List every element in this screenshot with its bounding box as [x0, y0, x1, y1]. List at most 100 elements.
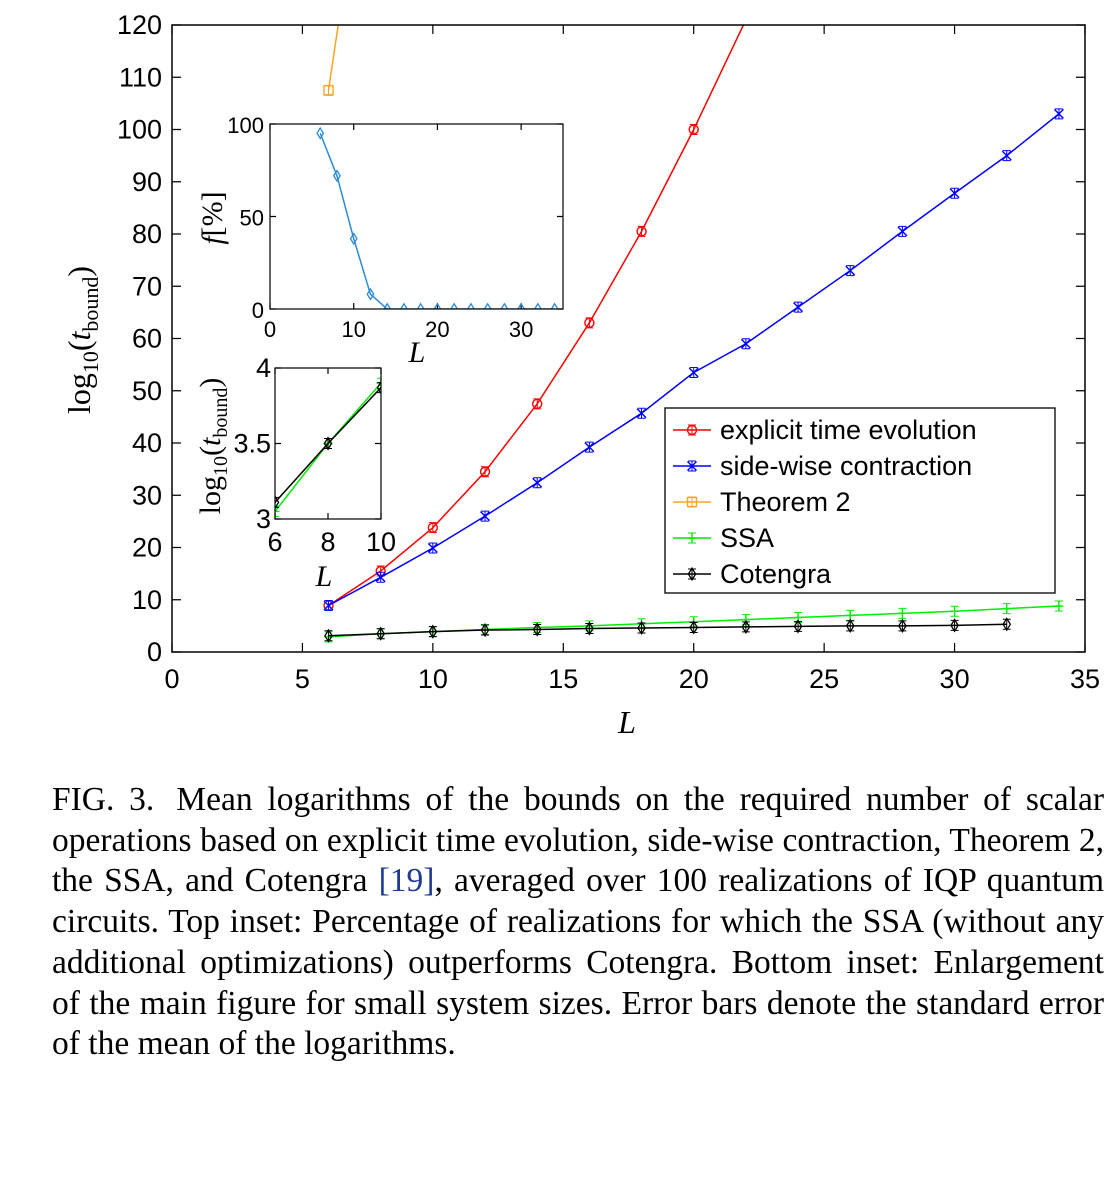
bottom-inset-x-tick-label-2: 10: [366, 527, 396, 557]
main-series-2-line: [327, 25, 339, 91]
citation-link[interactable]: [19]: [378, 862, 435, 900]
main-series-4-point-10: [845, 618, 855, 633]
top-inset-series-0-point-11: [500, 302, 509, 309]
main-series-1-point-5: [584, 442, 595, 453]
main-series-4-point-3: [480, 622, 490, 638]
main-series-1-point-11: [897, 226, 908, 237]
main-series-1-point-8: [740, 338, 751, 349]
main-y-tick-label-9: 90: [132, 167, 162, 197]
main-series-1-point-4: [532, 477, 543, 488]
main-series-4-point-6: [637, 620, 646, 636]
bottom-inset: 6 8 10 3 3.5 4: [233, 353, 396, 557]
main-x-tick-label-2: 10: [418, 664, 448, 694]
main-y-tick-label-3: 30: [132, 480, 162, 510]
legend: explicit time evolution side-wise contrac…: [664, 407, 1056, 594]
main-series-4-point-11: [898, 618, 907, 633]
main-y-tick-label-1: 10: [132, 585, 162, 615]
caption-text-continued: , averaged over 100 realizations of IQP …: [52, 862, 1105, 1063]
main-y-tick-label-8: 80: [132, 219, 162, 249]
main-y-tick-label-10: 100: [117, 115, 162, 145]
main-series-1-point-14: [1053, 108, 1064, 119]
top-inset-series-0-point-3: [366, 287, 375, 301]
bottom-inset-y-tick-label-1: 3.5: [233, 429, 271, 459]
main-x-axis-title: L: [617, 704, 636, 740]
main-x-tick-label-1: 5: [295, 664, 310, 694]
top-inset-series-0-point-5: [399, 302, 408, 309]
top-inset-series-0-point-4: [383, 302, 392, 309]
main-series-1-point-12: [949, 188, 960, 199]
bottom-inset-x-tick-label-1: 8: [320, 527, 335, 557]
top-inset-series-0-point-2: [349, 232, 358, 246]
top-inset-y-tick-label-1: 50: [240, 206, 264, 231]
bottom-inset-series-1-errorbar-0: [275, 496, 279, 508]
main-series-0-point-2: [427, 522, 439, 533]
main-series-4-point-13: [1002, 617, 1012, 632]
main-series-3-point-14: [1054, 601, 1064, 611]
main-x-tick-label-6: 30: [940, 664, 970, 694]
main-series-0-point-7: [688, 124, 699, 135]
legend-marker-0: [686, 424, 698, 436]
main-x-tick-label-5: 25: [809, 664, 839, 694]
bottom-inset-series-1-point-2: [376, 380, 381, 395]
main-series-0-point-3: [479, 466, 491, 477]
main-x-tick-label-4: 20: [679, 664, 709, 694]
legend-box: [664, 407, 1056, 594]
top-inset-series-0-point-8: [450, 302, 459, 309]
bottom-inset-frame: [274, 367, 382, 520]
main-series-0-point-4: [532, 398, 543, 410]
main-series-4-point-9: [793, 619, 803, 634]
main-series-3-point-12: [950, 606, 960, 616]
legend-entry-1: side-wise contraction: [720, 451, 972, 481]
main-series-0-point-6: [636, 226, 647, 237]
main-series-1-point-3: [480, 511, 491, 522]
caption-text: Mean logarithms of the bounds on the req…: [52, 781, 1104, 900]
legend-marker-2: [686, 496, 698, 508]
top-inset-plot-area: [316, 126, 559, 309]
main-series-1-point-6: [636, 408, 647, 419]
legend-entry-2: Theorem 2: [720, 487, 851, 517]
top-inset-y-tick-label-2: 100: [227, 113, 264, 138]
legend-marker-1: [687, 461, 697, 471]
bottom-inset-x-axis-title: L: [315, 560, 333, 593]
legend-marker-4: [687, 566, 697, 582]
main-series-4-point-2: [428, 624, 438, 639]
main-series-4-point-7: [689, 620, 699, 635]
main-series-1-point-2: [427, 543, 438, 554]
main-series-2-point-1: [334, 15, 343, 24]
main-series-4-line: [328, 623, 1007, 637]
top-inset-x-tick-label-2: 20: [425, 317, 449, 342]
legend-entry-3: SSA: [720, 523, 774, 553]
main-series-0-errorbar-8: [741, 25, 750, 26]
main-series-4-point-5: [585, 621, 594, 636]
main-y-tick-label-4: 40: [132, 428, 162, 458]
legend-marker-3: [687, 533, 697, 543]
bottom-inset-y-tick-label-0: 3: [256, 504, 271, 534]
main-y-axis-title: log10(tbound): [61, 266, 103, 414]
top-inset-background: [270, 124, 563, 309]
main-series-1-point-10: [845, 265, 856, 276]
main-series-1-point-7: [688, 367, 699, 378]
bottom-inset-y-tick-label-2: 4: [256, 353, 271, 383]
top-inset-x-axis-title: L: [408, 336, 426, 369]
legend-entry-4: Cotengra: [720, 559, 832, 589]
main-plot-area: [323, 15, 1064, 643]
top-inset-y-axis-title: f[%]: [196, 191, 229, 244]
top-inset-x-tick-label-0: 0: [264, 317, 276, 342]
top-inset-series-0-point-14: [550, 302, 559, 309]
figure: 0 5 10 15 20 25 30 3501020304050607080901001101…: [61, 10, 1100, 740]
top-inset: 0 10 20 30 0 50 100: [227, 113, 564, 342]
main-y-tick-label-6: 60: [132, 324, 162, 354]
main-y-tick-label-11: 110: [119, 62, 162, 92]
top-inset-series-0-point-1: [333, 169, 341, 183]
main-y-tick-label-12: 120: [117, 10, 162, 40]
bottom-inset-x-tick-label-0: 6: [267, 527, 282, 557]
main-y-tick-label-2: 20: [132, 533, 162, 563]
main-series-4-point-4: [532, 622, 542, 637]
figure-caption: FIG. 3. Mean logarithms of the bounds on …: [52, 780, 1104, 1065]
top-inset-series-0-point-10: [483, 302, 492, 309]
main-series-0-point-8: [741, 15, 750, 24]
main-series-2-point-0: [323, 85, 334, 96]
main-y-tick-label-7: 70: [132, 271, 162, 301]
top-inset-series-0-point-0: [316, 126, 325, 140]
main-series-4-point-12: [950, 618, 959, 633]
